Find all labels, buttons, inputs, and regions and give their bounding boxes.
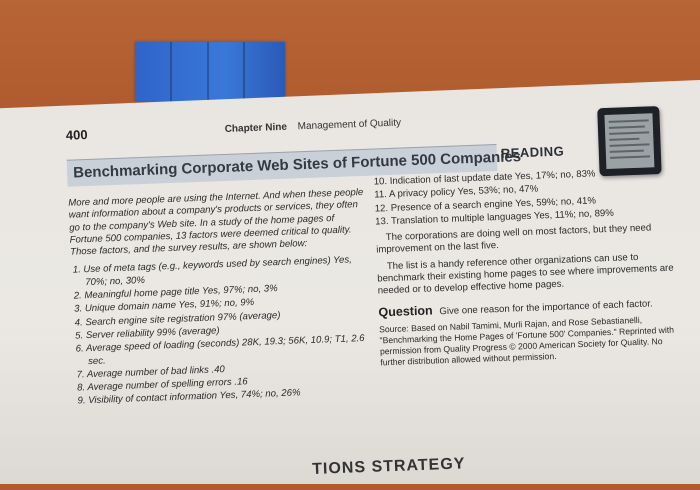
right-column: 10. Indication of last update date Yes, …: [374, 166, 681, 369]
page-number: 400: [65, 126, 88, 143]
factor-list-right: 10. Indication of last update date Yes, …: [374, 166, 676, 229]
chapter-title: Management of Quality: [297, 117, 402, 133]
running-head: Chapter Nine Management of Quality: [225, 117, 402, 134]
reading-tag: READING: [500, 143, 565, 161]
question-label: Question: [378, 303, 433, 320]
factor-list-left: 1. Use of meta tags (e.g., keywords used…: [71, 254, 376, 408]
paragraph-reference: The list is a handy reference other orga…: [377, 251, 674, 297]
book-page: [0, 80, 700, 484]
source-note: Source: Based on Nabil Tamimi, Murli Raj…: [378, 314, 675, 368]
question-text: Give one reason for the importance of ea…: [439, 298, 653, 317]
chapter-label: Chapter Nine: [224, 121, 288, 135]
left-column: More and more people are using the Inter…: [68, 187, 376, 410]
blue-book-spine: [135, 42, 285, 102]
intro-paragraph: More and more people are using the Inter…: [68, 186, 364, 258]
